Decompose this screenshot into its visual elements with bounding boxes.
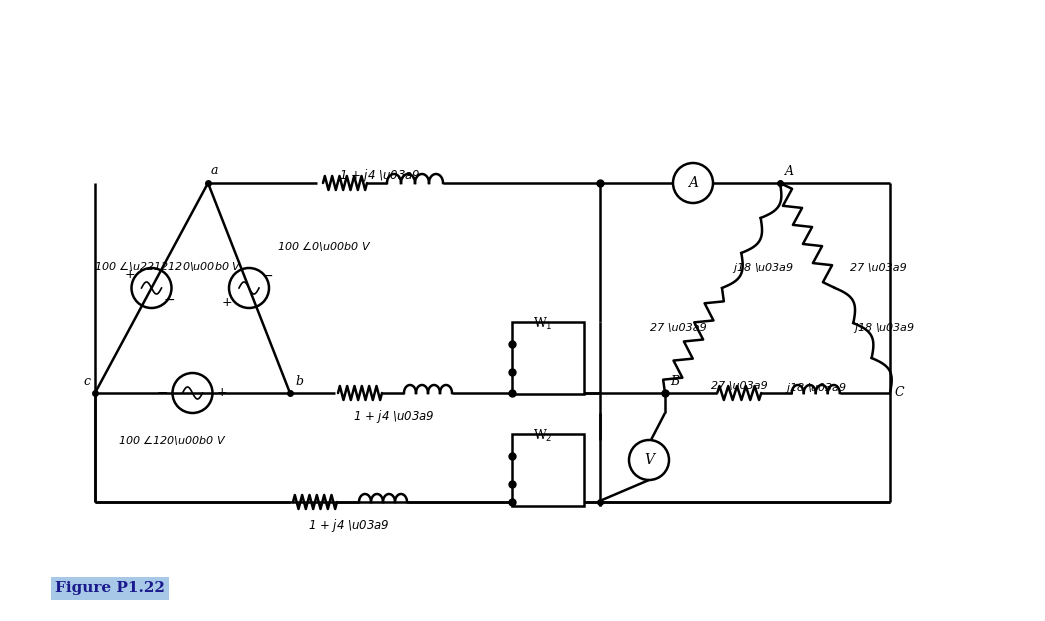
Text: $j$18 \u03a9: $j$18 \u03a9 bbox=[853, 321, 915, 335]
Text: +: + bbox=[216, 386, 227, 399]
Text: C: C bbox=[895, 386, 905, 399]
Text: A: A bbox=[785, 165, 794, 178]
Text: A: A bbox=[688, 176, 698, 190]
Text: 27 \u03a9: 27 \u03a9 bbox=[850, 263, 907, 273]
Text: a: a bbox=[211, 164, 218, 177]
Text: 1 + $j$4 \u03a9: 1 + $j$4 \u03a9 bbox=[308, 517, 390, 534]
Text: 100 $\angle$120\u00b0 V: 100 $\angle$120\u00b0 V bbox=[118, 433, 227, 447]
Text: V: V bbox=[644, 453, 654, 467]
Text: b: b bbox=[295, 375, 303, 388]
Bar bbox=[512, 322, 584, 394]
Text: Figure P1.22: Figure P1.22 bbox=[55, 581, 165, 595]
Bar bbox=[512, 434, 584, 506]
Text: −: − bbox=[157, 386, 168, 400]
Text: 1 + $j$4 \u03a9: 1 + $j$4 \u03a9 bbox=[353, 408, 435, 425]
Text: W$_2$: W$_2$ bbox=[533, 428, 553, 444]
Text: 27 \u03a9: 27 \u03a9 bbox=[650, 323, 707, 333]
FancyBboxPatch shape bbox=[51, 577, 169, 600]
Text: c: c bbox=[83, 375, 90, 388]
Text: 1 + $j$4 \u03a9: 1 + $j$4 \u03a9 bbox=[340, 167, 421, 184]
Text: −: − bbox=[261, 269, 273, 283]
Text: 100 $\angle$\u2212120\u00b0 V: 100 $\angle$\u2212120\u00b0 V bbox=[93, 259, 241, 273]
Text: +: + bbox=[222, 296, 232, 309]
Text: −: − bbox=[164, 293, 176, 307]
Text: +: + bbox=[124, 268, 135, 281]
Text: $j$18 \u03a9: $j$18 \u03a9 bbox=[785, 381, 846, 395]
Text: $j$18 \u03a9: $j$18 \u03a9 bbox=[733, 261, 794, 275]
Text: B: B bbox=[670, 375, 679, 388]
Text: W$_1$: W$_1$ bbox=[533, 316, 553, 332]
Text: 27 \u03a9: 27 \u03a9 bbox=[711, 381, 768, 391]
Text: 100 $\angle$0\u00b0 V: 100 $\angle$0\u00b0 V bbox=[277, 239, 372, 253]
